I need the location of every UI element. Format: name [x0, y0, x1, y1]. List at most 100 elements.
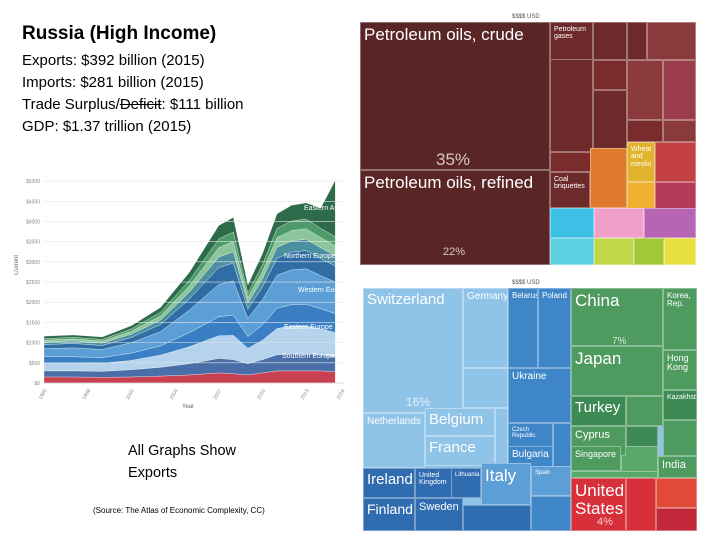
treemap-cell-label: Hong Kong	[667, 353, 689, 373]
treemap-cell: Turkey	[571, 396, 626, 426]
deficit-struck: Deficit	[119, 96, 162, 113]
treemap-cell-label: Petroleum oils, refined	[364, 173, 534, 192]
treemap-cell: Hong Kong	[663, 350, 697, 390]
treemap-cell: Belgium	[425, 408, 495, 436]
treemap-minor-cell	[664, 238, 696, 265]
treemap-cell-label: Italy	[485, 466, 517, 485]
treemap-minor-cell	[656, 508, 697, 531]
series-label: Western Europe	[298, 287, 349, 294]
gdp-stat: GDP: $1.37 trillion (2015)	[22, 118, 192, 135]
treemap-cell: Belarus	[508, 288, 538, 368]
treemap-cell-label: Coal briquettes	[554, 176, 585, 191]
y-tick-label: $5200	[26, 179, 40, 185]
treemap-cell-label: Petroleum oils, crude	[364, 25, 524, 44]
y-tick-label: $1000	[26, 341, 40, 347]
destinations-treemap: Switzerland 16% Germany Belarus Poland Ukrain…	[363, 288, 697, 531]
series-label: Southern Europe	[282, 353, 335, 360]
treemap-cell-label: Lithuania	[455, 472, 480, 478]
treemap-cell-label: Petroleum gases	[554, 26, 586, 41]
y-tick-label: $3000	[26, 260, 40, 266]
x-tick-label: 2013	[300, 388, 311, 401]
treemap-cell: Finland	[363, 498, 415, 531]
treemap-minor-cell	[663, 60, 696, 120]
treemap-minor-cell	[644, 208, 696, 238]
treemap-minor-cell	[594, 208, 644, 238]
treemap-minor-cell	[553, 423, 571, 468]
treemap-minor-cell	[627, 60, 663, 120]
x-tick-label: 1995	[38, 388, 49, 401]
treemap-cell-label: Turkey	[575, 399, 621, 416]
treemap-cell-label: Germany	[467, 291, 508, 302]
treemap-minor-cell	[655, 142, 696, 182]
treemap-cell-percent: 35%	[436, 150, 471, 169]
y-tick-label: $500	[29, 361, 40, 367]
note-line-2: Exports	[128, 465, 178, 481]
treemap-cell-label: Cyprus	[575, 429, 610, 441]
imports-stat: Imports: $281 billion (2015)	[22, 74, 204, 91]
treemap-cell-label: United Kingdom	[419, 472, 447, 487]
x-axis-ticks: 1995 1998 2001 2004 2007 2010 2013 2016	[38, 388, 347, 401]
treemap-cell: United States 4%	[571, 478, 626, 531]
y-tick-label: $2500	[26, 280, 40, 286]
treemap-cell-label: Bulgaria	[512, 449, 549, 460]
y-axis-label: Current	[14, 255, 20, 275]
x-tick-label: 2001	[125, 388, 136, 401]
treemap-minor-cell	[656, 478, 697, 508]
treemap-minor-cell	[590, 148, 627, 208]
treemap-cell-label: Spain	[535, 470, 551, 476]
trade-balance-stat: Trade Surplus/Deficit: $111 billion	[22, 96, 244, 113]
treemap-cell: Poland	[538, 288, 571, 368]
treemap-cell-label: Belarus	[512, 291, 538, 300]
note-line-1: All Graphs Show	[128, 443, 236, 459]
treemap-cell: Spain	[531, 466, 571, 496]
treemap-minor-cell	[593, 90, 627, 150]
treemap-minor-cell	[663, 420, 697, 456]
treemap-cell-label: United States	[575, 481, 625, 518]
treemap-minor-cell	[627, 22, 647, 60]
treemap-minor-cell	[550, 208, 594, 238]
treemap-minor-cell	[647, 22, 696, 60]
y-tick-label: $4500	[26, 199, 40, 205]
treemap-cell: Singapore	[571, 446, 621, 471]
exports-stat: Exports: $392 billion (2015)	[22, 52, 205, 69]
treemap-cell-label: Finland	[367, 501, 413, 517]
treemap-cell: Japan	[571, 346, 663, 396]
treemap-cell: India	[658, 456, 697, 478]
products-total-label: $$$$ USD	[512, 14, 540, 20]
treemap-cell: Germany	[463, 288, 508, 368]
treemap-minor-cell	[663, 120, 696, 142]
treemap-cell: Kazakhstan	[663, 390, 697, 420]
area-series	[43, 180, 336, 340]
treemap-cell: Netherlands	[363, 413, 425, 468]
treemap-cell-label: India	[662, 459, 686, 471]
treemap-cell: Switzerland 16%	[363, 288, 463, 413]
treemap-cell-label: Ireland	[367, 471, 413, 488]
treemap-cell: France	[425, 436, 495, 466]
treemap-cell-label: Ukraine	[512, 371, 547, 382]
surplus-suffix: : $111 billion	[161, 96, 244, 113]
treemap-cell: Lithuania	[451, 468, 481, 498]
treemap-cell-label: Japan	[575, 349, 622, 368]
treemap-minor-cell	[463, 368, 508, 408]
treemap-cell-label: Singapore	[575, 449, 617, 459]
treemap-cell: Italy	[481, 463, 531, 505]
treemap-cell-label: Netherlands	[367, 416, 421, 427]
treemap-cell-percent: 7%	[612, 336, 627, 346]
graphs-note: All Graphs Show Exports	[128, 440, 236, 484]
treemap-minor-cell	[594, 238, 634, 265]
series-label: Eastern Asia	[304, 205, 343, 212]
treemap-cell-label: Poland	[542, 291, 567, 300]
treemap-cell: Petroleum oils, crude 35%	[360, 22, 550, 170]
treemap-minor-cell	[626, 478, 656, 531]
surplus-prefix: Trade Surplus/	[22, 96, 120, 113]
x-tick-label: 2010	[256, 388, 267, 401]
treemap-cell-percent: 4%	[597, 516, 613, 528]
series-label: Eastern Europe	[284, 324, 333, 331]
treemap-cell-percent: 16%	[406, 395, 431, 409]
export-destinations-area-chart: $0 $500 $1000 $1500 $2000 $2500 $3000 $3500 $400…	[14, 179, 349, 410]
treemap-cell: Sweden	[415, 498, 463, 531]
x-tick-label: 2004	[169, 388, 180, 401]
y-tick-label: $4000	[26, 219, 40, 225]
treemap-minor-cell	[531, 496, 571, 531]
treemap-minor-cell	[571, 471, 658, 478]
